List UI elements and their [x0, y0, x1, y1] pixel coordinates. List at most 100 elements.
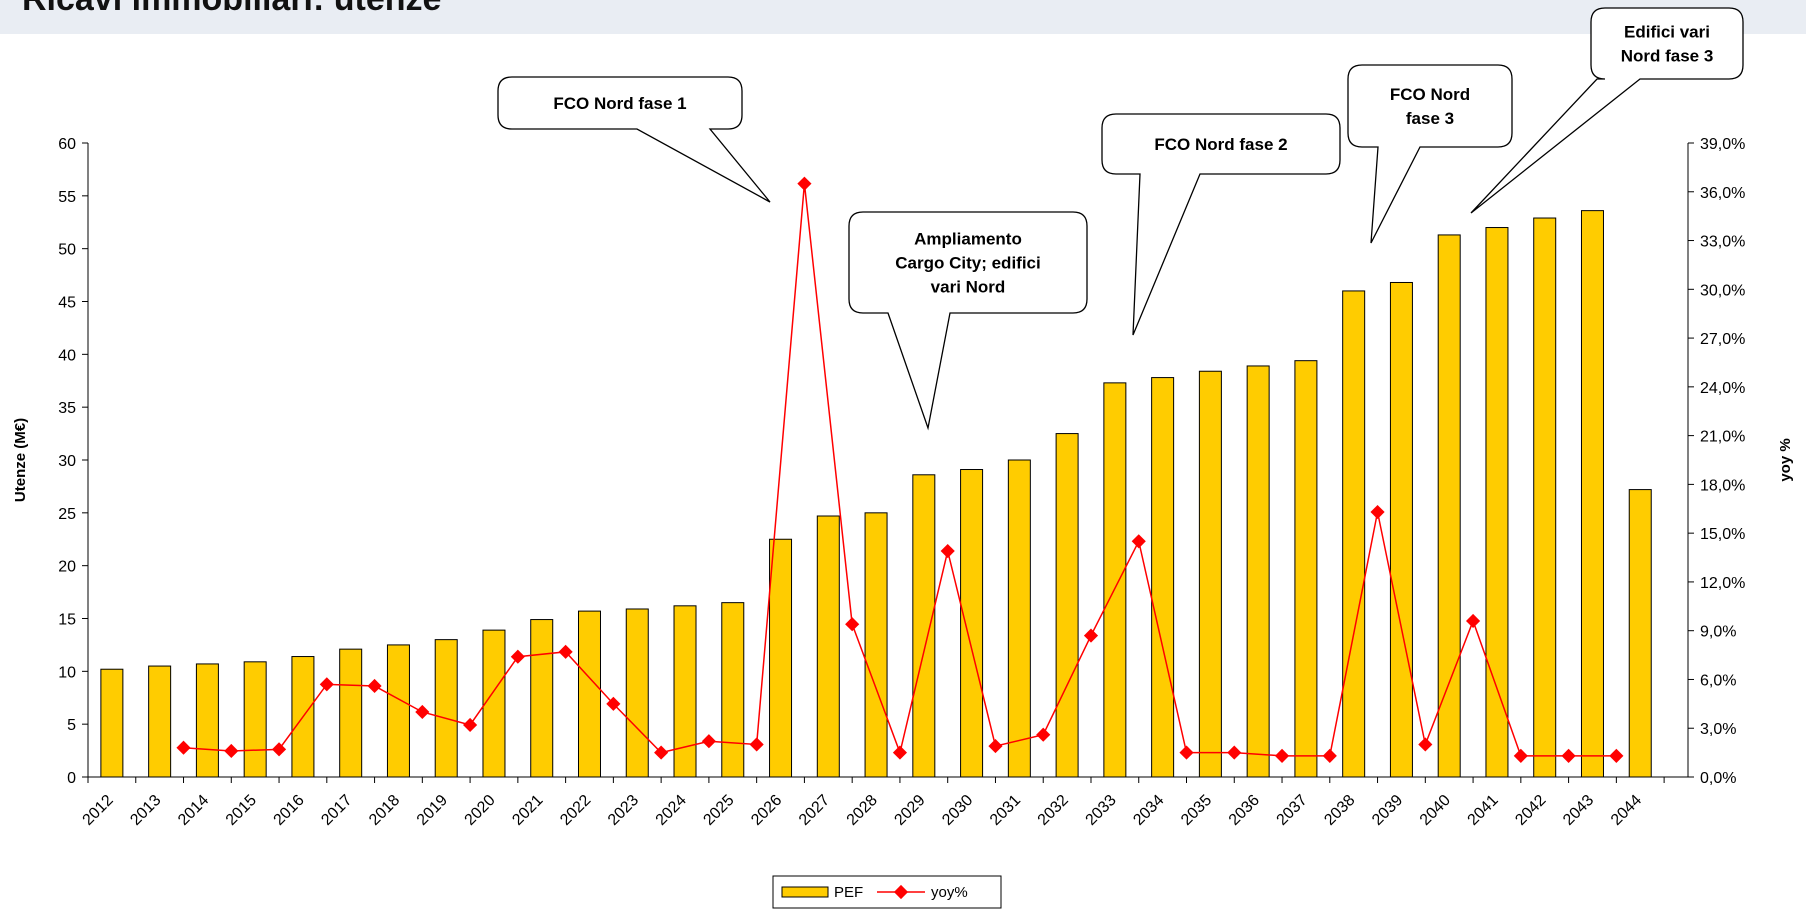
y-tick-label: 55	[58, 189, 76, 206]
page-title: Ricavi immobiliari: utenze	[22, 0, 441, 19]
y-tick-label: 60	[58, 136, 76, 153]
y2-tick-label: 36,0%	[1700, 185, 1745, 202]
callout-text: Edifici vari	[1624, 23, 1710, 42]
callouts: FCO Nord fase 1 Ampliamento Cargo City; ed…	[497, 7, 1744, 431]
y-axis-label: Utenze (M€)	[12, 418, 29, 502]
yoy-point	[940, 543, 955, 559]
bar	[1294, 360, 1318, 778]
x-tick-label: 2036	[1226, 792, 1263, 829]
callout: Ampliamento Cargo City; edifici vari Nord	[848, 211, 1088, 431]
bar	[960, 469, 984, 778]
bar	[1007, 459, 1031, 778]
x-tick-label: 2016	[271, 792, 308, 829]
yoy-point	[892, 745, 908, 760]
x-tick-label: 2022	[557, 792, 594, 829]
x-tick-label: 2018	[366, 792, 403, 829]
y-tick-label: 50	[58, 242, 76, 259]
header-band	[0, 0, 1806, 34]
callout: FCO Nord fase 1	[497, 76, 771, 203]
x-tick-label: 2026	[748, 792, 785, 829]
yoy-point	[510, 649, 525, 664]
yoy-point	[1274, 748, 1290, 763]
legend-label-yoy: yoy%	[931, 884, 968, 901]
bar	[1628, 489, 1652, 778]
x-tick-label: 2034	[1130, 792, 1167, 829]
y2-tick-label: 24,0%	[1700, 380, 1745, 397]
bar	[912, 474, 936, 778]
yoy-point	[558, 644, 573, 659]
bar	[148, 665, 172, 778]
yoy-point	[1513, 748, 1528, 763]
bar	[1151, 377, 1175, 778]
bar	[625, 608, 649, 778]
x-tick-label: 2012	[80, 792, 117, 829]
y-tick-label: 10	[58, 664, 76, 681]
yoy-point	[1609, 748, 1624, 763]
y2-axis-label: yoy %	[1777, 438, 1794, 481]
x-tick-label: 2027	[796, 792, 833, 829]
yoy-point	[1418, 737, 1433, 752]
bar	[673, 605, 697, 778]
callout-bubble	[848, 211, 1088, 431]
x-tick-label: 2013	[127, 792, 164, 829]
yoy-point	[367, 678, 382, 694]
yoy-point	[271, 742, 287, 757]
bar	[1437, 234, 1461, 778]
callout-text: Cargo City; edifici	[895, 254, 1040, 273]
yoy-point	[1083, 628, 1099, 643]
bar	[482, 629, 506, 778]
y-tick-label: 0	[67, 770, 76, 787]
x-tick-label: 2044	[1608, 792, 1645, 829]
line-series	[176, 176, 1624, 763]
legend-label-pef: PEF	[834, 884, 863, 901]
y2-tick-label: 27,0%	[1700, 331, 1745, 348]
x-tick-label: 2031	[987, 792, 1024, 829]
y2-tick-label: 6,0%	[1700, 672, 1736, 689]
callout-text: FCO Nord fase 2	[1154, 135, 1287, 154]
callout-bubble	[1101, 113, 1341, 336]
yoy-point	[415, 704, 430, 720]
callout-text: FCO Nord	[1390, 85, 1470, 104]
x-tick-label: 2021	[509, 792, 546, 829]
x-tick-label: 2025	[700, 792, 737, 829]
x-tick-label: 2032	[1035, 792, 1072, 829]
bar	[1533, 217, 1557, 778]
yoy-point	[606, 696, 621, 711]
y-tick-label: 25	[58, 506, 76, 523]
yoy-point	[1322, 748, 1337, 763]
bar	[195, 663, 219, 778]
callout: FCO Nord fase 3	[1347, 64, 1513, 244]
x-tick-label: 2040	[1417, 792, 1454, 829]
y2-tick-label: 39,0%	[1700, 136, 1745, 153]
bar	[1246, 365, 1270, 778]
bar	[1580, 210, 1604, 778]
yoy-point	[701, 734, 716, 749]
bar	[339, 648, 363, 778]
bar	[1055, 433, 1079, 778]
callout-bubble	[1470, 7, 1744, 214]
callout: Edifici vari Nord fase 3	[1470, 7, 1744, 214]
bar	[243, 661, 267, 778]
bar	[816, 515, 840, 778]
x-tick-label: 2017	[318, 792, 355, 829]
bar-series	[100, 210, 1652, 778]
bar	[434, 639, 458, 778]
bar	[530, 619, 554, 778]
callout: FCO Nord fase 2	[1101, 113, 1341, 336]
y2-tick-label: 12,0%	[1700, 575, 1745, 592]
bar	[1342, 290, 1366, 778]
y-tick-label: 5	[67, 717, 76, 734]
legend-swatch-pef	[781, 886, 829, 898]
yoy-point	[1036, 727, 1051, 742]
yoy-point	[1131, 534, 1146, 549]
yoy-point	[1227, 745, 1242, 760]
x-tick-label: 2024	[653, 792, 690, 829]
x-tick-label: 2014	[175, 792, 212, 829]
x-tick-label: 2039	[1369, 792, 1406, 829]
yoy-point	[1179, 745, 1194, 760]
bar	[864, 512, 888, 778]
bar	[769, 538, 793, 778]
callout-bubble	[497, 76, 771, 203]
bar	[721, 602, 745, 778]
x-tick-label: 2037	[1274, 792, 1311, 829]
